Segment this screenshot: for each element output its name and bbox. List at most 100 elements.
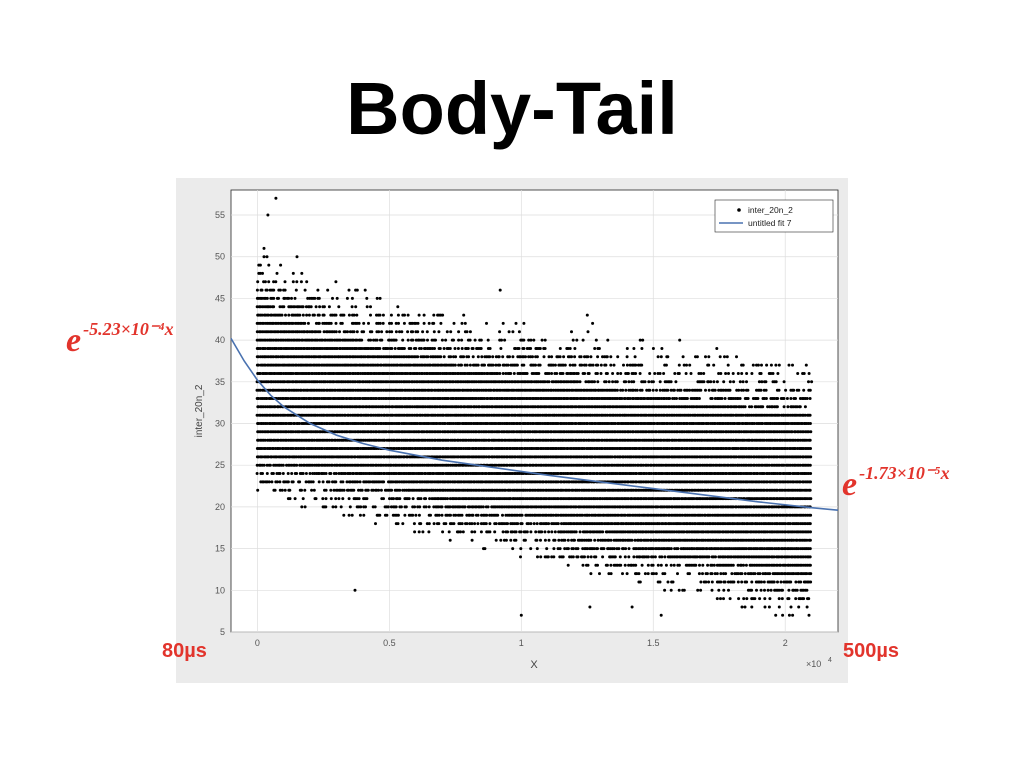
data-point [623,555,627,559]
data-point [697,530,701,534]
data-point [780,555,784,559]
data-point [303,505,307,509]
data-point [623,513,627,517]
data-point [458,488,462,492]
data-point [797,547,801,551]
data-point [529,522,533,526]
data-point [509,488,513,492]
data-point [751,522,755,526]
data-point [756,472,760,475]
data-point [468,505,472,509]
data-point [566,505,570,509]
data-point [506,530,510,534]
data-point [759,588,763,592]
data-point [808,438,812,442]
data-point [522,472,526,475]
data-point [337,472,341,475]
data-point [581,513,585,517]
data-point [619,563,623,567]
data-point [808,463,812,467]
data-point [360,488,364,492]
data-point [484,522,488,526]
data-point [527,522,531,526]
data-point [449,513,452,517]
data-point [446,497,449,501]
data-point [550,555,554,559]
data-point [750,588,754,592]
data-point [424,497,428,501]
data-point [682,530,686,534]
data-point [730,488,733,492]
data-point [692,505,696,509]
data-point [543,538,547,542]
data-point [471,505,475,509]
data-point [736,572,740,576]
data-point [707,555,711,559]
data-point [303,488,307,492]
data-point [496,513,500,517]
data-point [560,522,563,526]
data-point [699,580,703,584]
data-point [413,530,417,534]
data-point [722,588,726,592]
data-point [722,572,725,576]
data-point [382,480,386,484]
data-point [566,538,570,542]
data-point [493,530,497,534]
data-point [731,505,735,509]
data-point [427,522,431,526]
data-point [646,538,650,542]
data-point [481,505,485,509]
data-point [787,613,791,617]
data-point [488,522,492,526]
data-point [515,513,519,517]
data-point [700,480,704,484]
data-point [646,563,650,567]
data-point [808,555,812,559]
data-point [794,597,798,601]
data-point [459,530,462,534]
data-point [556,513,560,517]
data-point [511,547,515,551]
data-point [566,563,570,567]
data-point [542,488,546,492]
data-point [679,538,683,542]
data-point [476,513,480,517]
data-point [692,497,696,501]
data-point [610,522,614,526]
data-point [787,588,791,592]
data-point [635,472,639,475]
data-point [421,530,425,534]
data-point [669,588,673,592]
data-point [808,522,812,526]
data-point [486,505,490,509]
data-point [440,505,444,509]
data-point [726,488,730,492]
data-point [440,513,444,517]
data-point [782,513,786,517]
data-point [784,530,788,534]
data-point [623,538,627,542]
data-point [622,522,626,526]
data-point [808,422,812,425]
data-point [600,522,604,526]
data-point [749,505,753,509]
data-point [646,555,650,559]
data-point [576,547,580,551]
data-point [653,555,657,559]
data-point [348,472,352,475]
data-point [265,472,269,475]
data-point [692,547,696,551]
data-point [808,538,812,542]
data-point [437,505,441,509]
data-point [766,480,769,484]
data-point [661,522,665,526]
data-point [329,488,333,492]
data-point [704,580,708,584]
data-point [759,538,763,542]
data-point [523,538,527,542]
data-point [273,488,277,492]
data-point [550,505,554,509]
data-point [777,505,781,509]
data-point [724,572,728,576]
